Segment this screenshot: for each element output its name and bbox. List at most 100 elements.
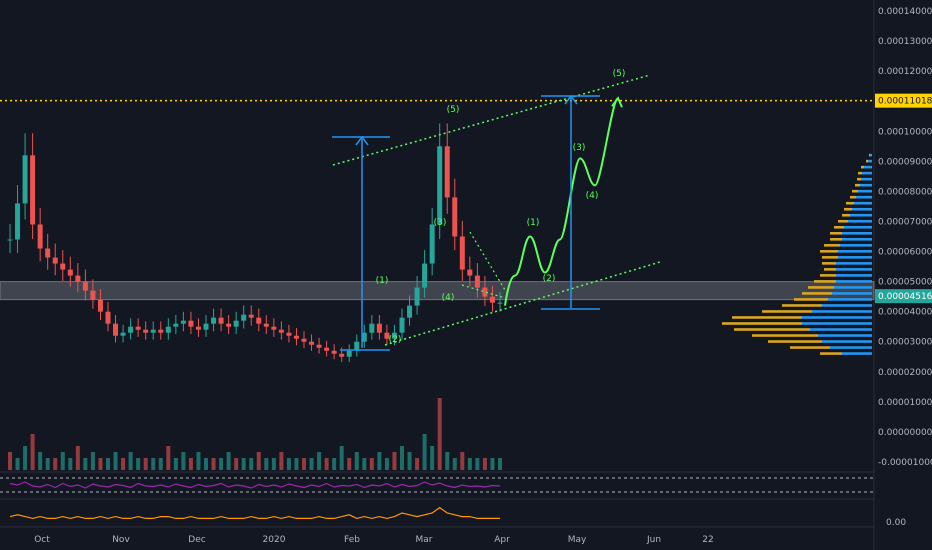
candle-body: [203, 323, 209, 330]
volume-profile-buy-bar: [812, 310, 872, 313]
volume-bar: [204, 458, 208, 470]
volume-bar: [15, 458, 20, 470]
volume-bar: [482, 458, 487, 470]
candle-body: [97, 299, 103, 312]
candle-body: [30, 155, 36, 225]
volume-profile-sell-bar: [802, 292, 832, 295]
candle-body: [135, 326, 141, 330]
volume-profile-sell-bar: [820, 250, 838, 253]
projection-path: [504, 97, 619, 306]
measure-arrowhead-left: [355, 135, 369, 146]
volume-profile-sell-bar: [762, 310, 812, 313]
volume-profile-sell-bar: [732, 316, 802, 319]
volume-bar: [8, 452, 12, 470]
projection-arrowhead: [611, 96, 623, 108]
volume-bar: [384, 458, 389, 470]
volume-profile-buy-bar: [838, 256, 872, 259]
volume-profile-sell-bar: [855, 183, 860, 187]
candle-body: [346, 350, 352, 357]
candle-body: [316, 344, 322, 348]
volume-bar: [475, 458, 480, 470]
volume-bar: [354, 452, 359, 470]
candle-body: [211, 317, 217, 324]
volume-bar: [324, 458, 329, 470]
candle-body: [489, 296, 495, 303]
volume-bar: [219, 458, 224, 470]
volume-profile-sell-bar: [790, 346, 830, 349]
price-tick-label: 0.00002000: [878, 368, 932, 378]
volume-profile-sell-bar: [814, 280, 836, 283]
candle-body: [452, 197, 458, 237]
volume-profile-sell-bar: [861, 165, 864, 169]
volume-bar: [98, 458, 103, 470]
price-tick-label: 0.00003000: [878, 338, 932, 348]
rsi-line: [9, 481, 501, 489]
time-axis-label: Apr: [494, 535, 510, 545]
volume-profile-buy-bar: [860, 183, 872, 187]
candle-body: [474, 275, 480, 288]
candle-body: [407, 305, 413, 318]
volume-bar: [430, 446, 435, 470]
candle-body: [105, 311, 111, 324]
wave-label-historic: (2): [389, 335, 402, 345]
volume-profile-buy-bar: [842, 352, 872, 355]
volume-bar: [286, 458, 291, 470]
candle-body: [158, 329, 164, 333]
time-axis-label: Dec: [188, 535, 205, 545]
volume-bar: [279, 452, 284, 470]
volume-profile-sell-bar: [768, 340, 822, 343]
wave-label-projected: (1): [527, 218, 540, 228]
volume-bar: [226, 452, 231, 470]
volume-profile-sell-bar: [830, 238, 842, 241]
volume-profile-buy-bar: [836, 268, 872, 271]
volume-profile-sell-bar: [820, 352, 842, 355]
candle-body: [173, 323, 179, 327]
candle-body: [60, 263, 66, 270]
volume-profile-sell-bar: [822, 256, 838, 259]
candle-body: [361, 332, 367, 342]
candle-body: [497, 302, 503, 304]
volume-profile-buy-bar: [836, 262, 872, 265]
volume-bar: [90, 452, 95, 470]
price-tick-label: 0.00014000: [878, 7, 932, 17]
volume-bar: [60, 452, 65, 470]
candle-body: [37, 224, 43, 249]
wave-label-historic: (5): [447, 105, 460, 115]
volume-bar: [392, 452, 397, 470]
candle-body: [241, 314, 247, 321]
volume-bar: [53, 458, 58, 470]
volume-profile-buy-bar: [870, 153, 872, 157]
wave-label-historic: (1): [376, 276, 389, 286]
price-tick-label: 0.00009000: [878, 157, 932, 167]
volume-bar: [234, 458, 239, 470]
candle-body: [233, 320, 239, 327]
volume-profile-buy-bar: [822, 304, 872, 307]
volume-profile-buy-bar: [852, 207, 872, 211]
volume-profile-sell-bar: [824, 244, 840, 247]
candle-body: [399, 317, 405, 333]
volume-bar: [415, 458, 420, 470]
candle-body: [459, 236, 465, 270]
candle-body: [165, 326, 171, 333]
volume-bar: [113, 452, 118, 470]
volume-bar: [181, 452, 186, 470]
time-axis-label: 22: [702, 535, 713, 545]
time-axis-label: Feb: [344, 535, 360, 545]
price-tag-resistance-text: 0.00011018: [878, 97, 932, 107]
candle-body: [7, 239, 13, 241]
volume-profile-buy-bar: [864, 165, 872, 169]
volume-bar: [302, 458, 306, 470]
candle-body: [248, 314, 254, 318]
time-axis-label: 2020: [263, 535, 286, 545]
candle-body: [278, 329, 284, 333]
volume-profile-buy-bar: [850, 213, 872, 217]
candle-body: [271, 326, 277, 330]
candle-body: [75, 275, 81, 282]
volume-profile-sell-bar: [846, 201, 854, 205]
volume-profile-sell-bar: [822, 262, 836, 265]
candle-body: [309, 341, 315, 345]
volume-profile-buy-bar: [861, 177, 872, 181]
